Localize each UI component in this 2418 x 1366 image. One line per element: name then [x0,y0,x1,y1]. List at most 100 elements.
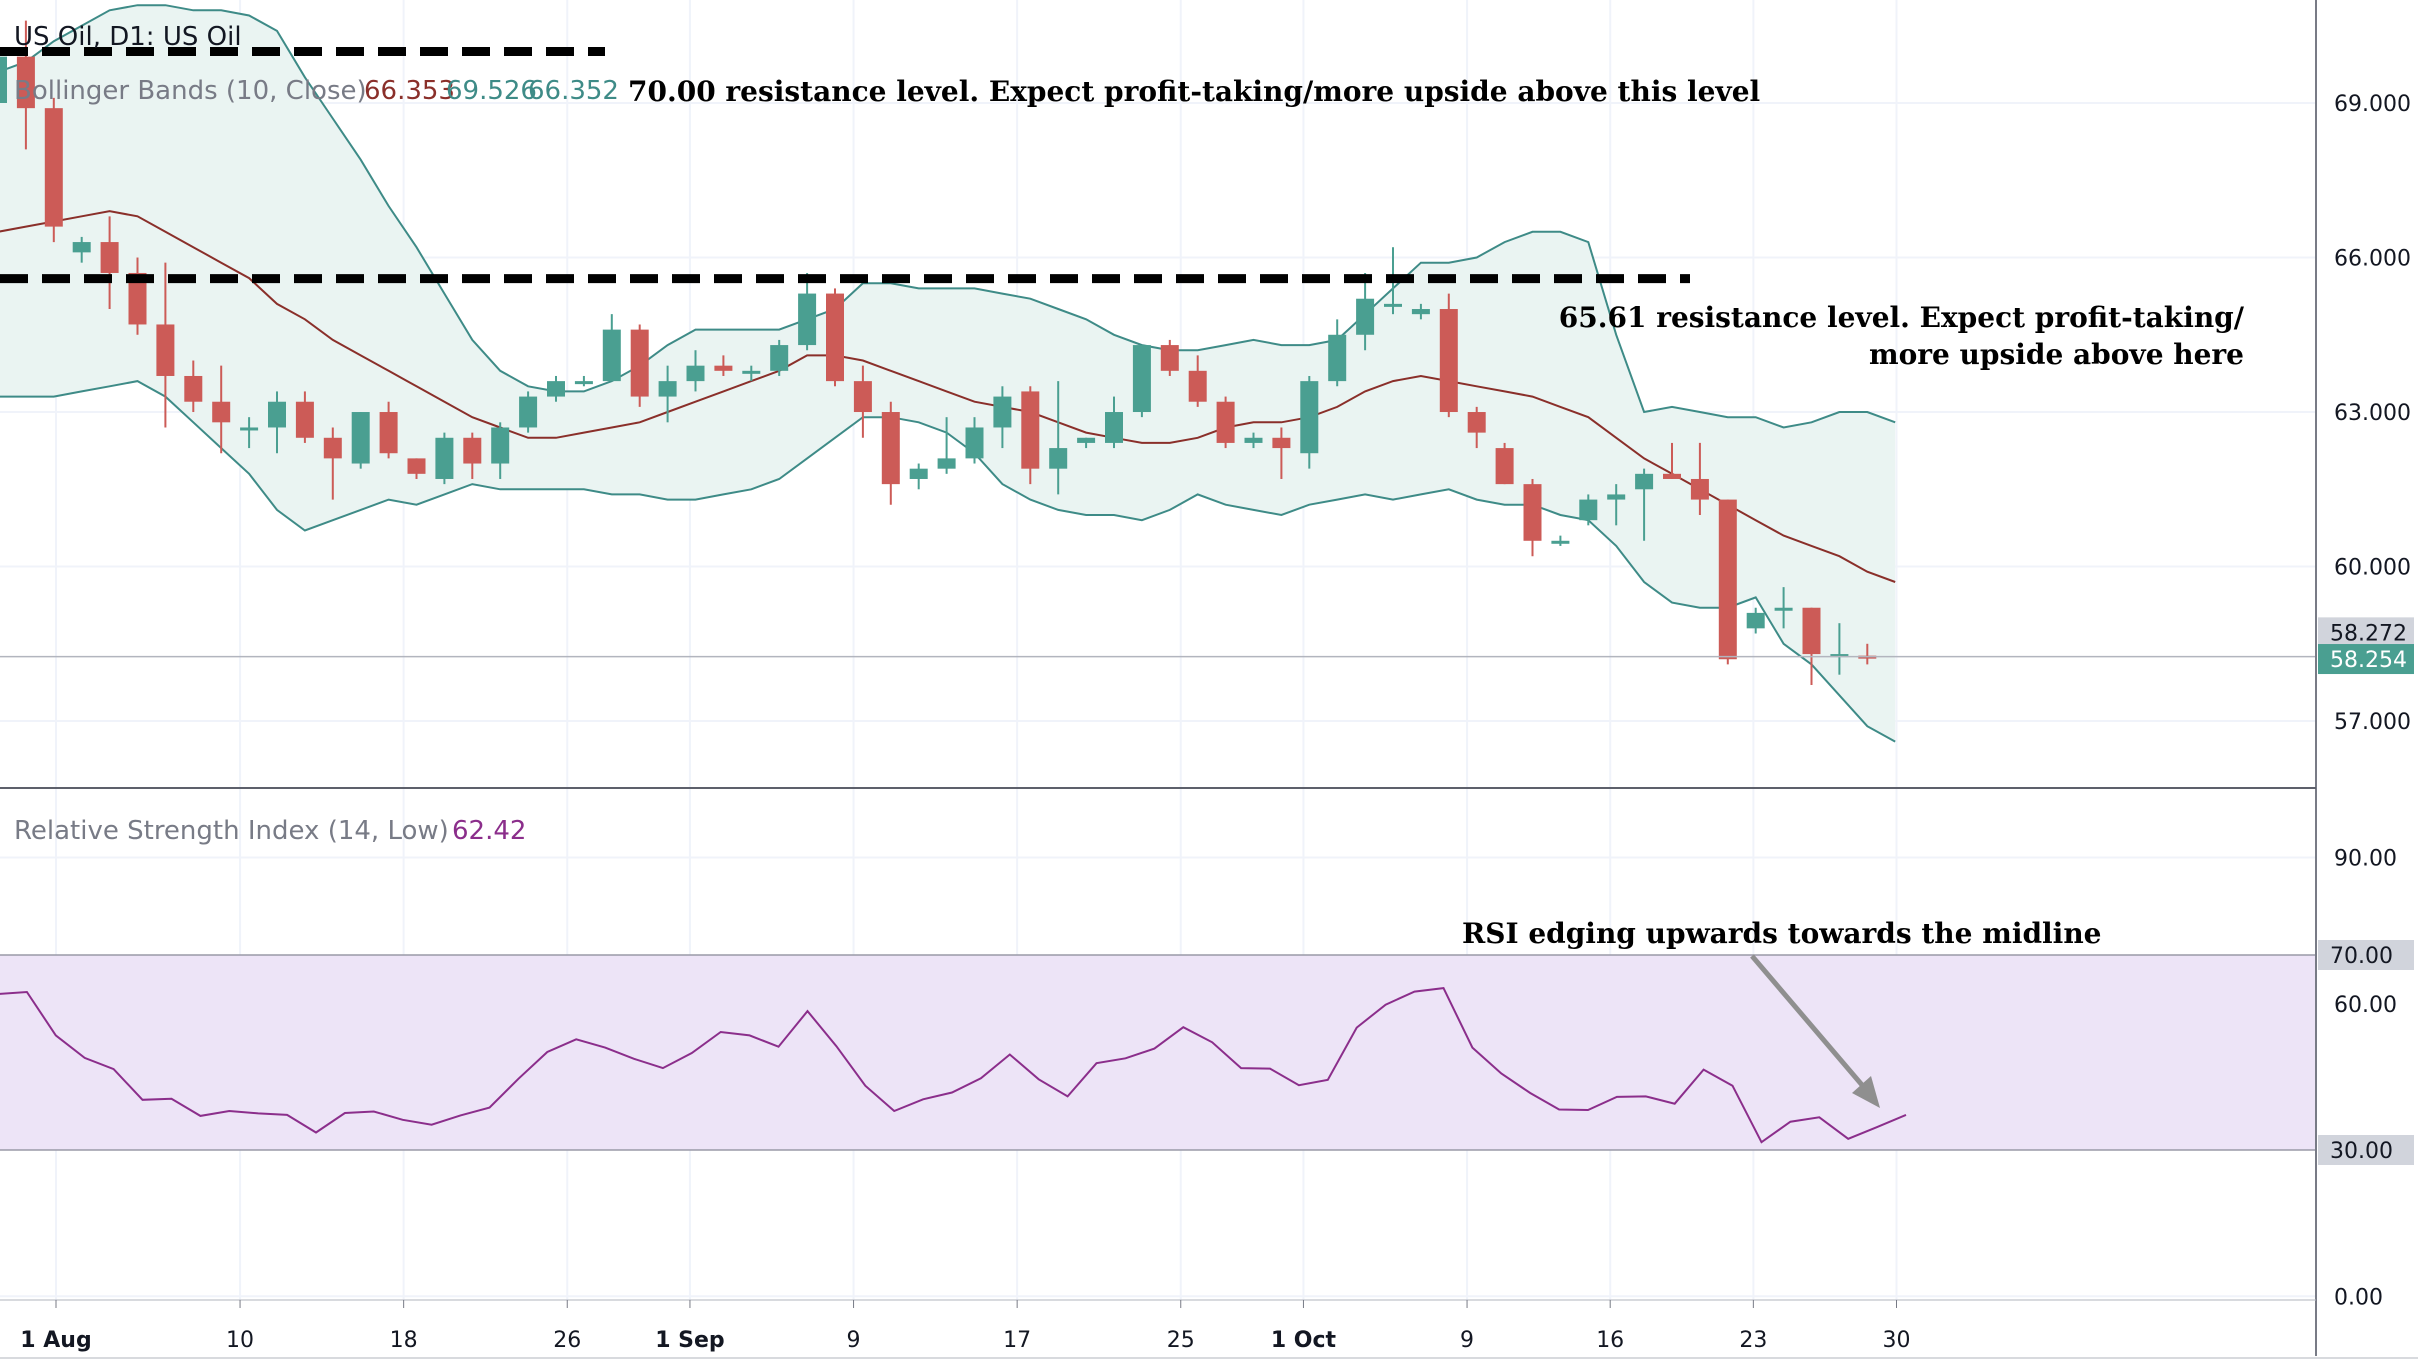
annotation-resistance-65-line1: 65.61 resistance level. Expect profit-ta… [1559,301,2245,334]
previous-price-badge: 58.272 [2318,617,2414,648]
candle [128,257,147,335]
bollinger-legend-label[interactable]: Bollinger Bands (10, Close) [14,76,367,106]
annotation-rsi: RSI edging upwards towards the midline [1462,917,2102,950]
candle-body [1830,654,1849,658]
candle-body [1411,309,1430,315]
candle-body [770,345,789,371]
time-tick-label: 16 [1596,1328,1624,1353]
candle [240,417,259,449]
candle [379,401,398,459]
time-tick-label: 25 [1167,1328,1195,1353]
candle-body [1495,448,1514,485]
candle [1132,345,1151,418]
time-tick-label: 9 [1460,1328,1474,1353]
candle [965,417,984,464]
rsi-band-fill [0,955,2316,1150]
candle [1188,355,1207,407]
rsi-tick-label: 90.00 [2334,847,2397,872]
candle [1077,437,1096,449]
candle-body [1077,437,1096,443]
annotation-rsi-arrow [1750,954,1880,1108]
candle [602,314,621,382]
candle [351,412,370,469]
rsi-tick-label: 0.00 [2334,1285,2383,1310]
svg-text:70.00: 70.00 [2330,944,2393,969]
candle-body [1551,540,1570,544]
candle-body [240,427,259,431]
candle [1272,427,1291,479]
candle [630,324,649,407]
candle-body [212,401,231,423]
candle-body [1328,334,1347,382]
candle-body [993,396,1012,428]
candle-body [1356,298,1375,335]
candle-body [1467,412,1486,433]
candle [1021,386,1040,485]
price-axis[interactable]: 69.000 66.000 63.000 60.000 57.000 [2334,92,2411,735]
bollinger-legend-middle-value: 66.353 [364,76,455,106]
candle [407,458,426,479]
candle [184,360,203,413]
time-tick-label: 1 Oct [1271,1328,1337,1353]
candle [1690,442,1709,516]
candle [295,391,314,443]
candle-body [1523,484,1542,541]
price-tick-label: 63.000 [2334,401,2411,426]
rsi-axis[interactable]: 90.00 60.00 0.00 [2334,847,2397,1311]
candle [1495,442,1514,485]
chart-title: US Oil, D1: US Oil [14,22,242,52]
candle-body [72,242,91,253]
candle [1467,406,1486,449]
candle [853,365,872,438]
candle [937,417,956,474]
candle [658,365,677,423]
svg-text:30.00: 30.00 [2330,1139,2393,1164]
bollinger-upper-line [0,4,1896,429]
candle [156,262,175,428]
candle-body [100,242,119,273]
candle-body [1746,612,1765,629]
candle [574,375,593,387]
candle-body [1663,473,1681,479]
candle-body [965,427,984,459]
candle [826,288,844,387]
candle [686,350,705,392]
candle [881,401,900,505]
candle [1439,293,1458,418]
candle-body [435,437,454,479]
time-tick-label: 26 [553,1328,581,1353]
svg-text:58.254: 58.254 [2330,648,2407,673]
candle [1411,303,1430,320]
candle-body [184,375,203,402]
candle [435,432,454,485]
price-tick-label: 66.000 [2334,247,2411,272]
candle [72,236,91,263]
time-axis[interactable]: 1 Aug 10 18 26 1 Sep 9 17 25 1 Oct 9 16 23 30 [20,1300,1911,1353]
candle-body [602,329,621,382]
candle-body [1384,303,1402,307]
rsi-legend-label[interactable]: Relative Strength Index (14, Low) [14,816,449,846]
candle [1216,396,1235,449]
candle-body [1439,309,1458,413]
time-tick-label: 9 [847,1328,861,1353]
candle [909,463,928,490]
bollinger-legend-upper-value: 69.526 [446,76,537,106]
candle-body [1105,412,1123,443]
candle-body [1021,391,1040,469]
candle [1607,484,1626,526]
candle-body [1132,345,1151,413]
price-tick-label: 60.000 [2334,556,2411,581]
rsi-legend-value: 62.42 [452,816,526,846]
candle [993,386,1012,449]
candle-body [686,365,705,382]
candle [798,272,817,351]
candle-body [16,56,35,109]
candle-body [742,370,761,374]
candle-body [1244,437,1263,443]
candle-body [407,458,426,474]
annotation-resistance-70: 70.00 resistance level. Expect profit-ta… [628,75,1760,108]
candle [547,375,565,402]
candle-body [44,108,63,227]
time-tick-label: 1 Sep [655,1328,724,1353]
